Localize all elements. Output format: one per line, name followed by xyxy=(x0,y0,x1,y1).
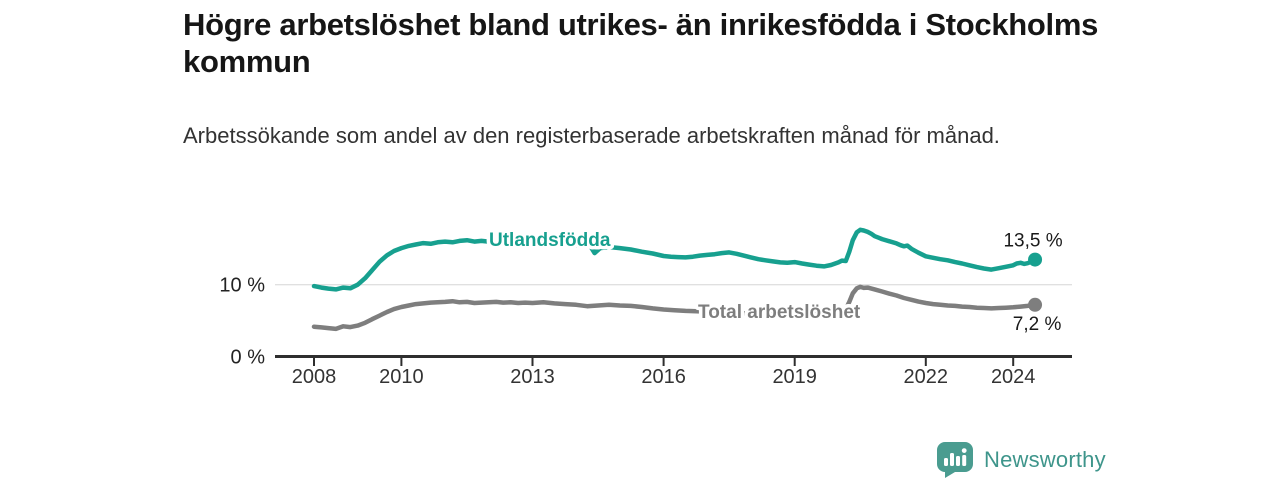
x-tick-label: 2019 xyxy=(772,366,817,388)
x-tick-label: 2016 xyxy=(641,366,686,388)
x-tick-label: 2024 xyxy=(991,366,1036,388)
x-tick-label: 2022 xyxy=(904,366,949,388)
y-axis-label: 10 % xyxy=(219,275,265,297)
series-1-dot xyxy=(1028,297,1043,312)
brand-name: Newsworthy xyxy=(984,446,1106,472)
series-0-end-value: 13,5 % xyxy=(1003,231,1062,252)
series-0-label: Utlandsfödda xyxy=(489,230,611,251)
series-1-end-value: 7,2 % xyxy=(1013,314,1062,335)
series-0-dot xyxy=(1028,252,1043,267)
brand-lockup[interactable]: Newsworthy xyxy=(936,441,1106,478)
page-subtitle: Arbetssökande som andel av den registerb… xyxy=(183,123,1000,148)
y-axis-label: 0 % xyxy=(231,347,266,369)
x-tick-label: 2008 xyxy=(292,366,337,388)
x-tick-label: 2010 xyxy=(379,366,424,388)
x-tick-label: 2013 xyxy=(510,366,555,388)
series-1-label: Total arbetslöshet xyxy=(698,302,861,323)
page-title: Högre arbetslöshet bland utrikes- än inr… xyxy=(183,7,1099,79)
newsworthy-logo-icon xyxy=(937,442,973,478)
series-1-line xyxy=(311,284,1038,332)
series-0-line xyxy=(311,227,1038,292)
